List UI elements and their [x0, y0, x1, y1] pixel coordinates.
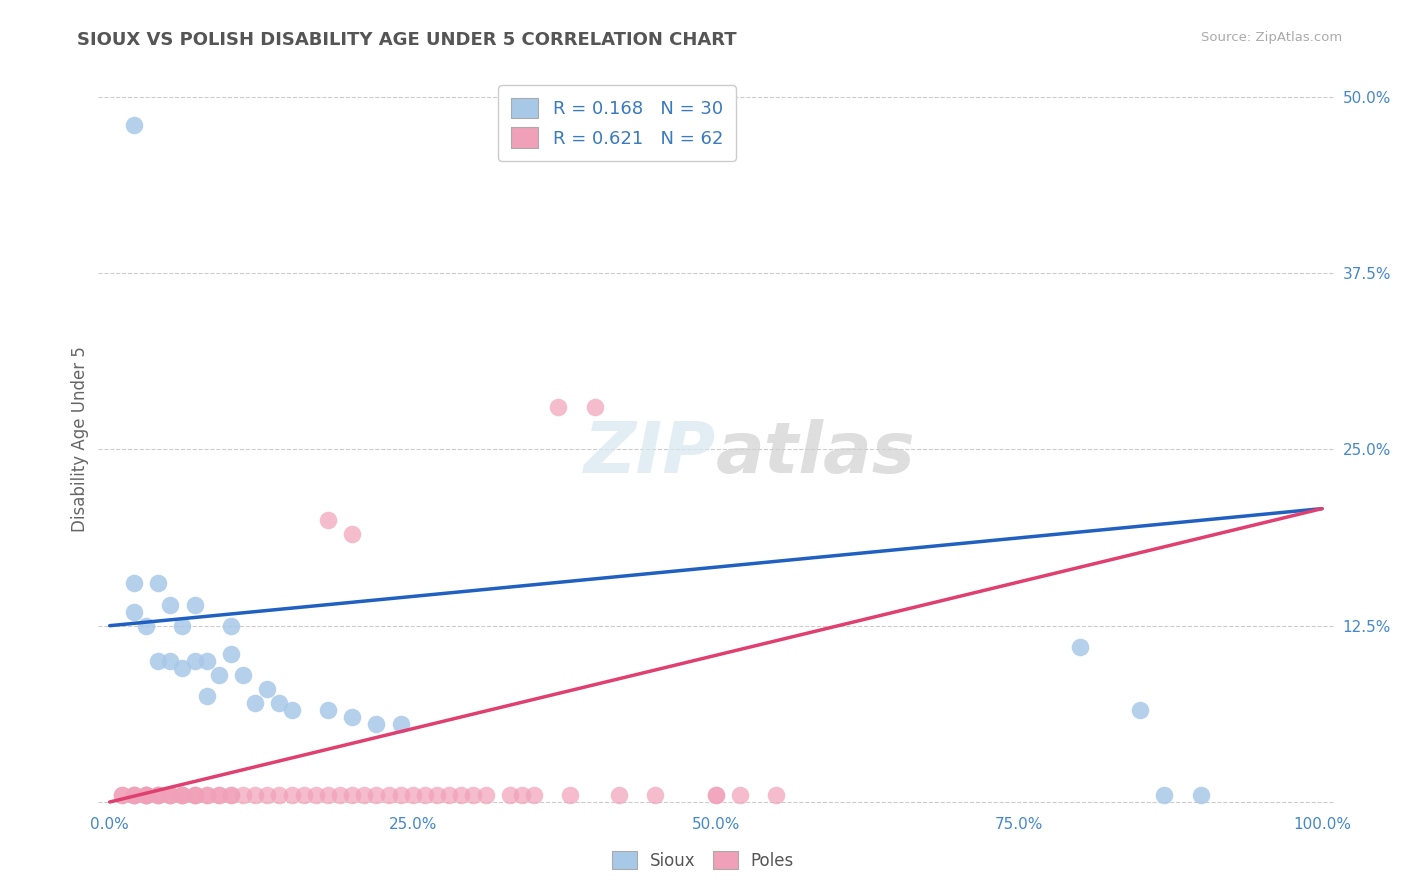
Point — [316, 703, 339, 717]
Point — [122, 788, 145, 802]
Point — [413, 788, 436, 802]
Point — [135, 788, 157, 802]
Point — [463, 788, 485, 802]
Point — [159, 788, 181, 802]
Point — [256, 788, 278, 802]
Point — [122, 576, 145, 591]
Point — [269, 696, 291, 710]
Point — [122, 605, 145, 619]
Point — [366, 788, 388, 802]
Point — [148, 654, 170, 668]
Point — [389, 717, 412, 731]
Text: ZIP: ZIP — [583, 419, 716, 488]
Point — [329, 788, 352, 802]
Point — [195, 654, 218, 668]
Point — [366, 717, 388, 731]
Point — [208, 668, 231, 682]
Point — [172, 788, 194, 802]
Point — [135, 618, 157, 632]
Point — [728, 788, 751, 802]
Text: Source: ZipAtlas.com: Source: ZipAtlas.com — [1202, 31, 1343, 45]
Point — [1189, 788, 1212, 802]
Point — [111, 788, 134, 802]
Text: atlas: atlas — [716, 419, 915, 488]
Point — [195, 788, 218, 802]
Point — [135, 788, 157, 802]
Point — [499, 788, 522, 802]
Point — [243, 696, 266, 710]
Point — [122, 788, 145, 802]
Point — [183, 788, 205, 802]
Point — [159, 788, 181, 802]
Point — [172, 661, 194, 675]
Point — [159, 788, 181, 802]
Point — [135, 788, 157, 802]
Point — [172, 788, 194, 802]
Point — [256, 682, 278, 697]
Point — [195, 690, 218, 704]
Point — [280, 788, 302, 802]
Point — [183, 788, 205, 802]
Point — [305, 788, 328, 802]
Point — [704, 788, 727, 802]
Point — [172, 618, 194, 632]
Point — [219, 647, 242, 661]
Point — [474, 788, 496, 802]
Point — [340, 788, 363, 802]
Point — [402, 788, 425, 802]
Point — [450, 788, 472, 802]
Point — [219, 788, 242, 802]
Point — [183, 598, 205, 612]
Point — [208, 788, 231, 802]
Y-axis label: Disability Age Under 5: Disability Age Under 5 — [72, 346, 89, 532]
Text: SIOUX VS POLISH DISABILITY AGE UNDER 5 CORRELATION CHART: SIOUX VS POLISH DISABILITY AGE UNDER 5 C… — [77, 31, 737, 49]
Point — [644, 788, 666, 802]
Point — [560, 788, 582, 802]
Point — [159, 654, 181, 668]
Point — [353, 788, 375, 802]
Point — [437, 788, 460, 802]
Point — [232, 788, 254, 802]
Point — [148, 788, 170, 802]
Point — [547, 400, 569, 414]
Point — [148, 788, 170, 802]
Point — [583, 400, 606, 414]
Point — [243, 788, 266, 802]
Point — [316, 513, 339, 527]
Point — [316, 788, 339, 802]
Point — [219, 788, 242, 802]
Point — [340, 710, 363, 724]
Point — [377, 788, 399, 802]
Point — [159, 598, 181, 612]
Point — [426, 788, 449, 802]
Point — [122, 788, 145, 802]
Point — [183, 654, 205, 668]
Point — [1129, 703, 1152, 717]
Point — [219, 618, 242, 632]
Legend: Sioux, Poles: Sioux, Poles — [605, 845, 801, 877]
Point — [195, 788, 218, 802]
Point — [172, 788, 194, 802]
Point — [1153, 788, 1175, 802]
Point — [704, 788, 727, 802]
Point — [111, 788, 134, 802]
Point — [292, 788, 315, 802]
Point — [208, 788, 231, 802]
Point — [523, 788, 546, 802]
Point — [607, 788, 630, 802]
Point — [765, 788, 787, 802]
Point — [340, 527, 363, 541]
Point — [122, 118, 145, 132]
Point — [280, 703, 302, 717]
Point — [135, 788, 157, 802]
Point — [148, 576, 170, 591]
Point — [1069, 640, 1091, 654]
Point — [269, 788, 291, 802]
Point — [148, 788, 170, 802]
Legend: R = 0.168   N = 30, R = 0.621   N = 62: R = 0.168 N = 30, R = 0.621 N = 62 — [498, 85, 735, 161]
Point — [389, 788, 412, 802]
Point — [183, 788, 205, 802]
Point — [232, 668, 254, 682]
Point — [510, 788, 533, 802]
